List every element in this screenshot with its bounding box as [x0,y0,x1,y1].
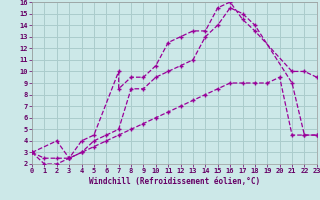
X-axis label: Windchill (Refroidissement éolien,°C): Windchill (Refroidissement éolien,°C) [89,177,260,186]
